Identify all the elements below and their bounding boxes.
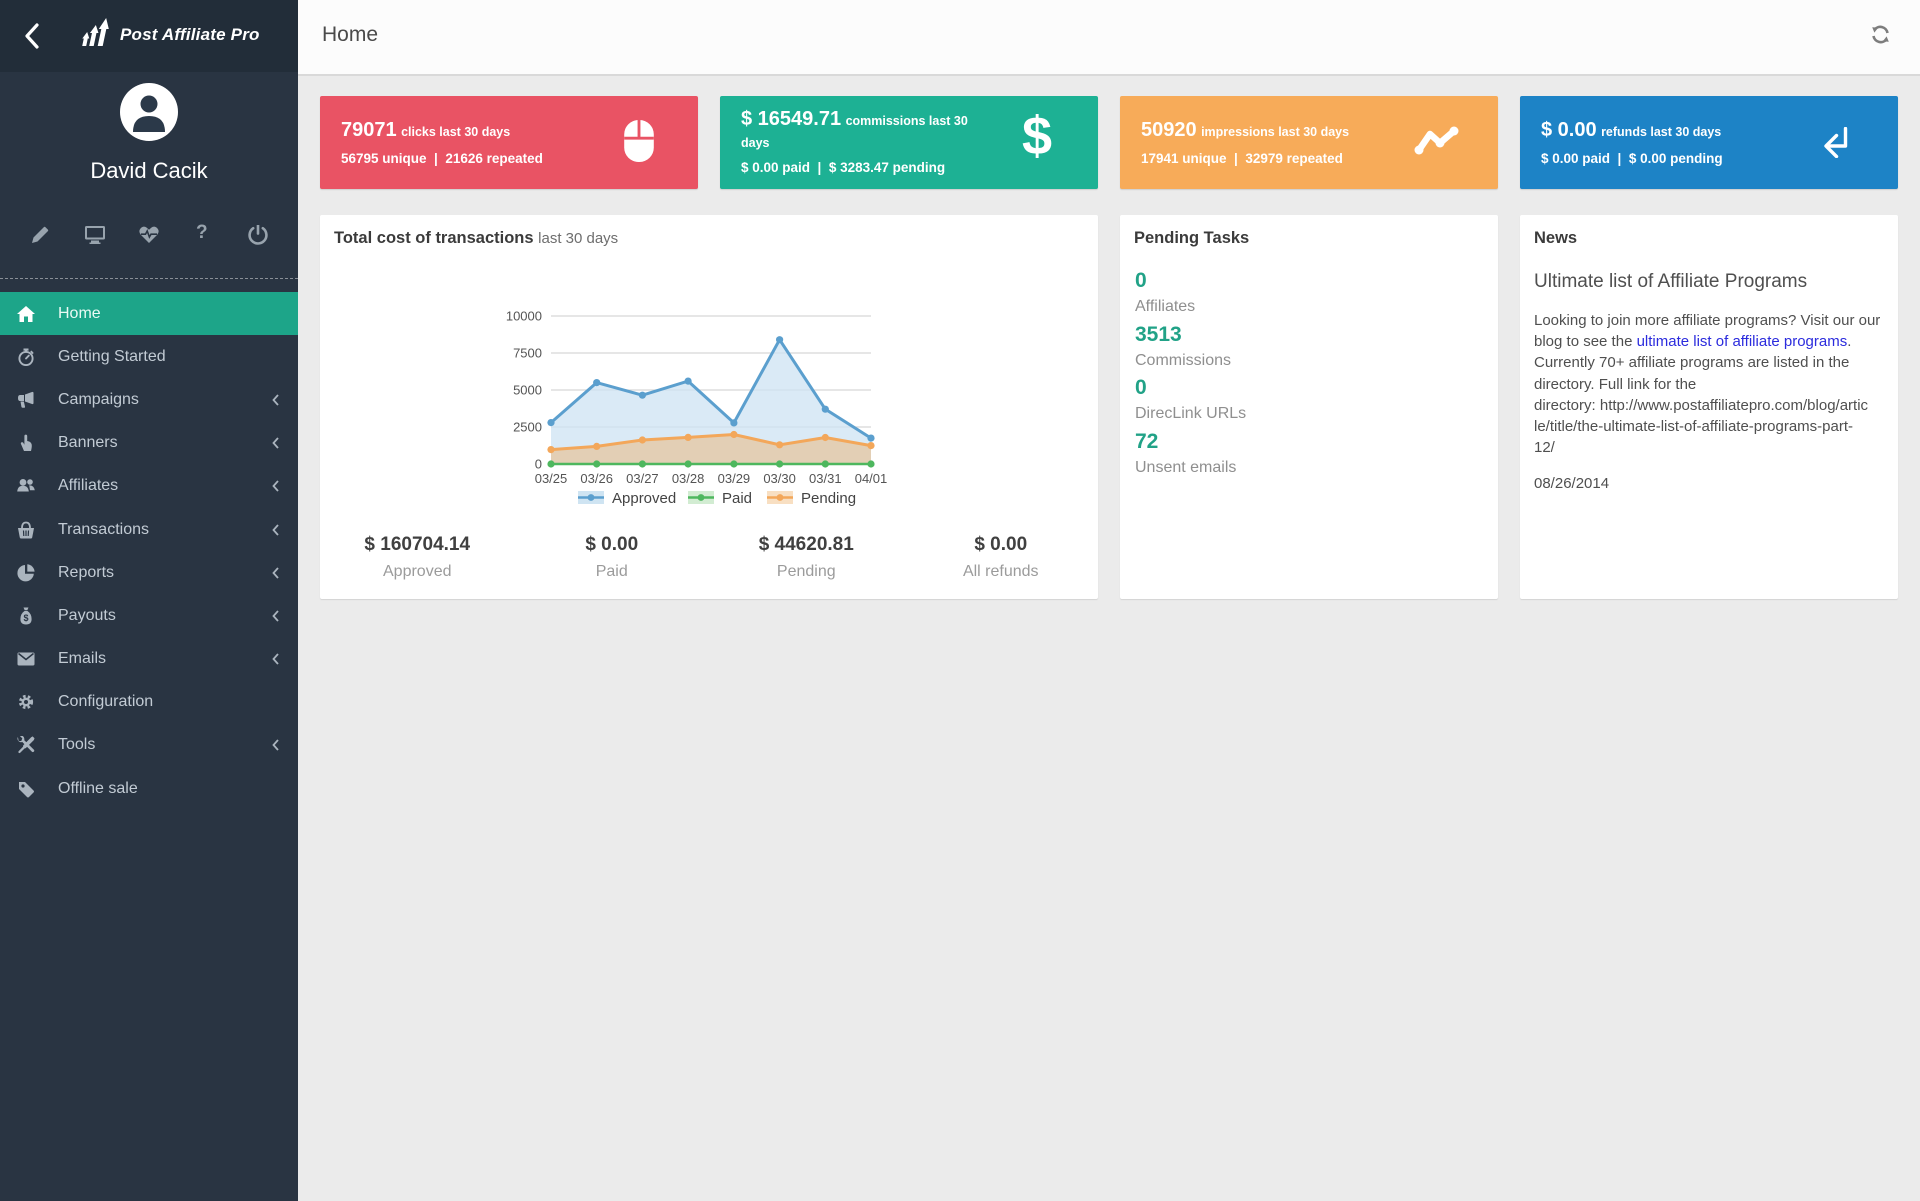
svg-text:03/31: 03/31 [809,471,842,486]
svg-text:Approved: Approved [612,490,676,507]
svg-text:Paid: Paid [722,490,752,507]
svg-text:$: $ [23,613,28,623]
svg-text:03/29: 03/29 [718,471,751,486]
svg-text:03/27: 03/27 [626,471,659,486]
svg-text:04/01: 04/01 [855,471,888,486]
svg-text:5000: 5000 [513,383,542,398]
svg-text:2500: 2500 [513,420,542,435]
svg-text:7500: 7500 [513,346,542,361]
svg-text:03/26: 03/26 [580,471,613,486]
svg-text:Pending: Pending [801,490,856,507]
svg-text:10000: 10000 [506,309,542,324]
svg-text:03/25: 03/25 [535,471,568,486]
svg-text:03/28: 03/28 [672,471,705,486]
svg-text:03/30: 03/30 [763,471,796,486]
svg-text:0: 0 [535,457,542,472]
